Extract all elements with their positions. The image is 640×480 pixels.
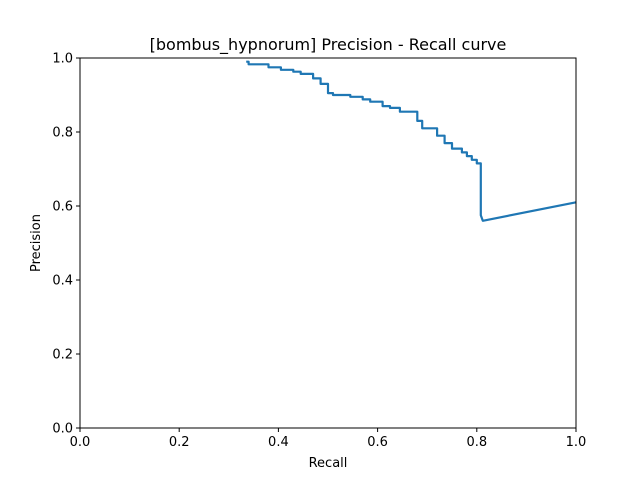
x-tick-label: 0.8 <box>466 435 487 450</box>
y-tick-label: 0.2 <box>52 348 73 363</box>
x-tick-label: 0.4 <box>268 435 289 450</box>
x-axis-title: Recall <box>309 456 348 471</box>
chart-title: [bombus_hypnorum] Precision - Recall cur… <box>150 35 507 55</box>
x-tick-label: 0.0 <box>70 435 91 450</box>
series-layer <box>246 60 577 222</box>
y-tick-label: 0.4 <box>52 274 73 289</box>
x-tick-label: 1.0 <box>566 435 587 450</box>
y-tick-label: 0.0 <box>52 422 73 437</box>
precision-recall-line <box>246 60 577 222</box>
y-axis: 0.0 0.2 0.4 0.6 0.8 1.0 <box>52 52 80 437</box>
x-tick-label: 0.6 <box>367 435 388 450</box>
y-tick-label: 1.0 <box>52 52 73 67</box>
y-axis-title: Precision <box>29 214 44 272</box>
plot-area <box>80 58 576 428</box>
plot-frame <box>79 57 577 429</box>
x-axis: 0.0 0.2 0.4 0.6 0.8 1.0 <box>70 428 587 450</box>
y-tick-label: 0.8 <box>52 126 73 141</box>
y-tick-label: 0.6 <box>52 200 73 215</box>
x-tick-label: 0.2 <box>169 435 190 450</box>
